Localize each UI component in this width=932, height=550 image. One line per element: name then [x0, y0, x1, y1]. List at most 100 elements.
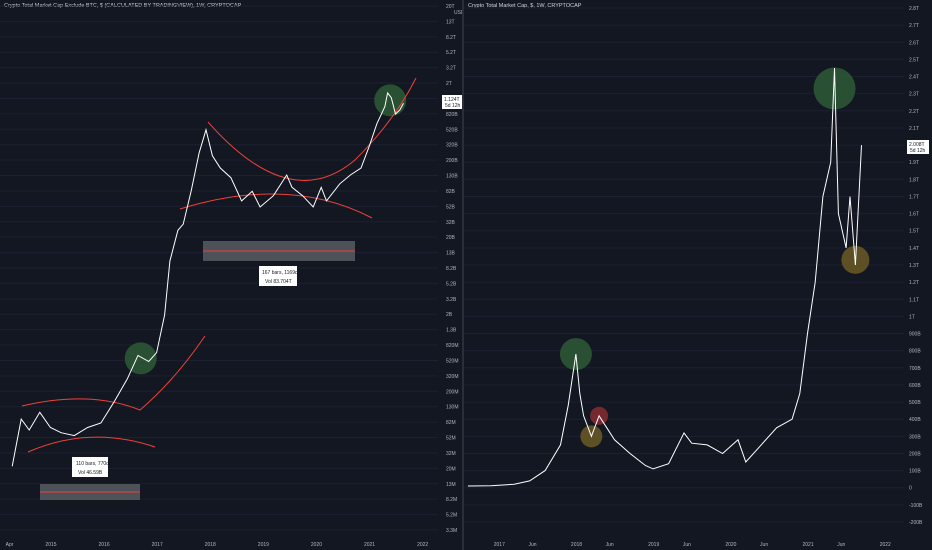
- last-value-tag: [442, 95, 462, 109]
- x-tick-label: 2017: [152, 542, 163, 548]
- y-tick-label: 5.2B: [446, 281, 457, 287]
- trend-curve: [207, 77, 417, 181]
- y-tick-label: 200B: [909, 451, 921, 457]
- y-tick-label: 52M: [446, 436, 456, 442]
- y-tick-label: 5.2T: [446, 50, 456, 56]
- x-tick-label: 2016: [99, 542, 110, 548]
- y-tick-label: 52B: [446, 204, 456, 210]
- x-tick-label: 2015: [45, 542, 56, 548]
- y-tick-label: 130B: [446, 174, 458, 180]
- price-line: [467, 67, 862, 487]
- y-tick-label: 1.8T: [909, 177, 919, 183]
- y-tick-label: 2.5T: [909, 57, 919, 63]
- right-chart-panel[interactable]: Crypto Total Market Cap, $, 1W, CRYPTOCA…: [464, 0, 932, 550]
- y-tick-label: 20T: [446, 4, 455, 10]
- y-tick-label: 32M: [446, 451, 456, 457]
- y-tick-label: 1.1T: [909, 297, 919, 303]
- y-tick-label: 82M: [446, 420, 456, 426]
- x-tick-label: 2021: [803, 542, 814, 548]
- y-tick-label: 1.5T: [909, 229, 919, 235]
- y-tick-label: 2T: [446, 81, 452, 87]
- y-tick-label: 500B: [909, 400, 921, 406]
- measure-label: Vol 83.704T: [265, 279, 292, 285]
- y-tick-label: 0: [909, 486, 912, 492]
- left-chart-canvas[interactable]: 20T13T8.2T5.2T3.2T2T1.3T820B520B320B200B…: [0, 0, 462, 550]
- y-tick-label: 2.2T: [909, 109, 919, 115]
- x-tick-label: Jun: [528, 542, 536, 548]
- last-value-countdown: 5d 12h: [445, 103, 461, 109]
- x-tick-label: Jun: [606, 542, 614, 548]
- last-value-label: 2.008T: [909, 142, 925, 148]
- y-tick-label: 1.3T: [909, 263, 919, 269]
- y-tick-label: 200B: [446, 158, 458, 164]
- y-tick-label: 320B: [446, 143, 458, 149]
- y-tick-label: 820B: [446, 112, 458, 118]
- y-tick-label: 520M: [446, 358, 459, 364]
- y-tick-label: 2.7T: [909, 23, 919, 29]
- y-tick-label: 200M: [446, 389, 459, 395]
- y-tick-label: 900B: [909, 332, 921, 338]
- x-tick-label: 2018: [571, 542, 582, 548]
- y-tick-label: 1.3B: [446, 328, 457, 334]
- y-tick-label: 1T: [909, 314, 915, 320]
- y-tick-label: 20B: [446, 235, 456, 241]
- y-tick-label: 8.2T: [446, 35, 456, 41]
- last-value-countdown: 5d 12h: [910, 148, 926, 154]
- x-tick-label: Jun: [837, 542, 845, 548]
- right-chart-canvas[interactable]: 2.8T2.7T2.6T2.5T2.4T2.3T2.2T2.1T2T1.9T1.…: [464, 0, 932, 550]
- x-tick-label: Apr: [6, 542, 14, 548]
- y-tick-label: 2.8T: [909, 6, 919, 12]
- y-tick-label: 2.1T: [909, 126, 919, 132]
- measure-label: Vol 46.59B: [78, 470, 103, 476]
- y-tick-label: 5.2M: [446, 513, 457, 519]
- x-tick-label: 2021: [364, 542, 375, 548]
- panel-divider[interactable]: [462, 0, 464, 550]
- highlight-marker: [813, 67, 856, 110]
- y-tick-label: 82B: [446, 189, 456, 195]
- y-tick-label: 400B: [909, 417, 921, 423]
- y-tick-label: 1.7T: [909, 194, 919, 200]
- left-chart-panel[interactable]: Crypto Total Market Cap Exclude BTC, $ (…: [0, 0, 462, 550]
- y-tick-label: 1.6T: [909, 212, 919, 218]
- right-chart-title: Crypto Total Market Cap, $, 1W, CRYPTOCA…: [468, 3, 582, 9]
- y-tick-label: 3.2B: [446, 297, 457, 303]
- x-tick-label: 2019: [258, 542, 269, 548]
- measure-label: 110 bars, 770d: [76, 461, 109, 467]
- currency-label: USD: [454, 10, 462, 16]
- x-tick-label: 2019: [648, 542, 659, 548]
- measure-label: 167 bars, 1169d: [262, 270, 298, 276]
- y-tick-label: 1.9T: [909, 160, 919, 166]
- y-tick-label: 1.2T: [909, 280, 919, 286]
- trend-curve: [21, 335, 206, 411]
- y-tick-label: 32B: [446, 220, 456, 226]
- y-tick-label: 320M: [446, 374, 459, 380]
- last-value-tag: [907, 140, 929, 154]
- y-tick-label: 13B: [446, 251, 456, 257]
- y-tick-label: 2B: [446, 312, 453, 318]
- trend-curve: [179, 193, 373, 219]
- x-tick-label: 2018: [205, 542, 216, 548]
- y-tick-label: 8.2B: [446, 266, 457, 272]
- y-tick-label: 300B: [909, 434, 921, 440]
- y-tick-label: 20M: [446, 466, 456, 472]
- trend-curve: [27, 436, 156, 453]
- y-tick-label: 8.2M: [446, 497, 457, 503]
- y-tick-label: 800B: [909, 349, 921, 355]
- x-tick-label: Jun: [683, 542, 691, 548]
- y-tick-label: 13T: [446, 19, 455, 25]
- y-tick-label: 700B: [909, 366, 921, 372]
- y-tick-label: 3.3M: [446, 528, 457, 534]
- x-tick-label: 2017: [494, 542, 505, 548]
- y-tick-label: 1.4T: [909, 246, 919, 252]
- y-tick-label: 520B: [446, 127, 458, 133]
- x-tick-label: 2022: [417, 542, 428, 548]
- y-tick-label: 3.2T: [446, 66, 456, 72]
- y-tick-label: 820M: [446, 343, 459, 349]
- highlight-marker: [374, 84, 407, 117]
- y-tick-label: 100B: [909, 469, 921, 475]
- price-line: [11, 91, 404, 467]
- y-tick-label: 2.4T: [909, 75, 919, 81]
- y-tick-label: 13M: [446, 482, 456, 488]
- last-value-label: 1.124T: [444, 97, 460, 103]
- x-tick-label: 2020: [725, 542, 736, 548]
